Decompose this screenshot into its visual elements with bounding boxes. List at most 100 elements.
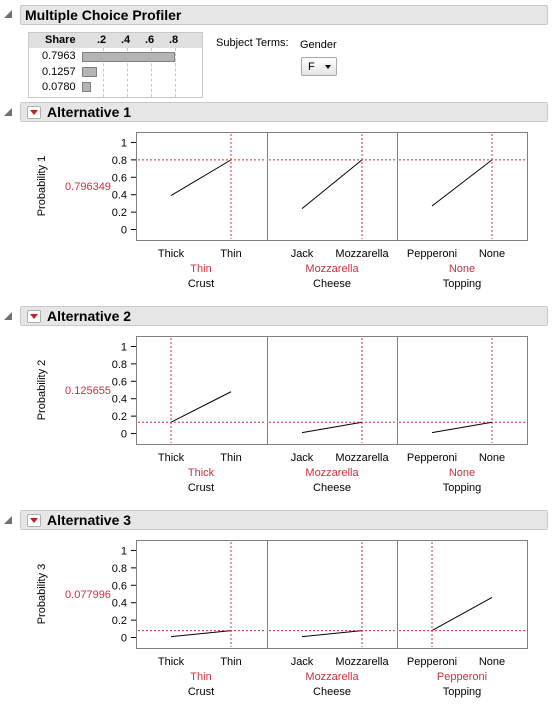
y-axis-label: Probability 3 [36, 564, 48, 625]
red-triangle-menu-icon[interactable] [27, 310, 41, 323]
y-tick-label: 0.6 [112, 172, 127, 184]
factor-label: Cheese [313, 482, 351, 494]
share-tick: .6 [145, 34, 155, 46]
selected-level-label: Thick [188, 467, 215, 479]
panel-frame [136, 540, 268, 649]
x-tick-label: Pepperoni [407, 248, 457, 260]
y-tick-label: 0.4 [112, 394, 127, 406]
selected-level-label: None [449, 467, 475, 479]
x-tick-label: Thin [220, 656, 241, 668]
x-tick-label: Jack [291, 452, 314, 464]
alternative-2-title: Alternative 2 [47, 308, 132, 324]
series-line [301, 159, 363, 210]
subject-terms-label: Subject Terms: [216, 37, 289, 49]
selected-level-label: Mozzarella [305, 467, 359, 479]
selected-level-label: Mozzarella [305, 671, 359, 683]
share-tick: .2 [97, 34, 107, 46]
panel-frame [397, 336, 528, 445]
panel-frame [397, 132, 528, 241]
current-value-label: 0.125655 [65, 385, 111, 397]
current-value-label: 0.796349 [65, 181, 111, 193]
gender-dropdown[interactable]: F [301, 57, 337, 76]
series-line [170, 630, 232, 638]
share-header: Share [45, 34, 76, 46]
selected-level-label: Thin [190, 671, 211, 683]
x-tick-label: Thin [220, 248, 241, 260]
y-tick-label: 0.6 [112, 376, 127, 388]
factor-label: Cheese [313, 686, 351, 698]
share-bar [82, 52, 175, 62]
share-gridline [103, 48, 104, 97]
y-tick-label: 0.8 [112, 563, 127, 575]
collapse-triangle-icon[interactable] [4, 516, 12, 524]
collapse-triangle-icon[interactable] [4, 108, 12, 116]
x-tick-label: Thick [158, 656, 185, 668]
x-tick-label: Mozzarella [335, 452, 389, 464]
collapse-triangle-icon[interactable] [4, 312, 12, 320]
series-line [431, 159, 493, 207]
alternative-3-title: Alternative 3 [47, 512, 132, 528]
y-tick-label: 0.8 [112, 155, 127, 167]
alternative-2-header: Alternative 2 [20, 306, 548, 326]
x-tick-label: Jack [291, 248, 314, 260]
panel-frame [267, 132, 398, 241]
panel-frame [267, 540, 398, 649]
chevron-down-icon [325, 65, 331, 69]
y-tick-label: 0.2 [112, 615, 127, 627]
share-tick: .8 [169, 34, 179, 46]
factor-label: Crust [188, 278, 214, 290]
x-tick-label: None [479, 248, 505, 260]
y-tick-label: 1 [121, 137, 127, 149]
factor-label: Topping [443, 278, 482, 290]
series-line [301, 630, 363, 638]
y-tick-label: 0.8 [112, 359, 127, 371]
panel-frame [397, 540, 528, 649]
share-gridline [175, 48, 176, 97]
red-triangle-menu-icon[interactable] [27, 106, 41, 119]
y-tick-label: 0 [121, 225, 127, 237]
series-line [301, 421, 363, 434]
share-gridline [151, 48, 152, 97]
x-tick-label: Mozzarella [335, 248, 389, 260]
alternative-1-header: Alternative 1 [20, 102, 548, 122]
selected-level-label: Mozzarella [305, 263, 359, 275]
share-table: Share .2 .4 .6 .8 0.7963 0.1257 0.0780 [28, 32, 203, 98]
gender-selected-value: F [308, 61, 315, 73]
series-line [431, 597, 493, 632]
series-line [170, 159, 232, 197]
x-tick-label: Mozzarella [335, 656, 389, 668]
y-tick-label: 0 [121, 429, 127, 441]
y-tick-label: 0 [121, 633, 127, 645]
y-tick-label: 0.2 [112, 207, 127, 219]
share-gridline [127, 48, 128, 97]
share-row-label: 0.1257 [42, 66, 76, 78]
y-axis-label: Probability 1 [36, 156, 48, 217]
x-tick-label: None [479, 452, 505, 464]
x-tick-label: Jack [291, 656, 314, 668]
share-bar [82, 82, 92, 92]
gender-label: Gender [300, 39, 337, 51]
share-row-label: 0.0780 [42, 81, 76, 93]
red-triangle-menu-icon[interactable] [27, 514, 41, 527]
x-tick-label: None [479, 656, 505, 668]
y-tick-label: 0.2 [112, 411, 127, 423]
factor-label: Crust [188, 482, 214, 494]
x-tick-label: Thick [158, 452, 185, 464]
y-axis-label: Probability 2 [36, 360, 48, 421]
current-value-label: 0.077996 [65, 589, 111, 601]
share-row-label: 0.7963 [42, 50, 76, 62]
x-tick-label: Pepperoni [407, 656, 457, 668]
alternative-3-header: Alternative 3 [20, 510, 548, 530]
alternative-1-chart: 0 0.2 0.4 0.6 0.8 1 Probability 1 0.796349 Thick… [36, 132, 528, 290]
collapse-triangle-icon[interactable] [4, 10, 12, 18]
y-tick-label: 0.4 [112, 598, 127, 610]
share-tick: .4 [121, 34, 131, 46]
panel-frame [136, 336, 268, 445]
y-tick-label: 0.4 [112, 190, 127, 202]
alternative-1-title: Alternative 1 [47, 104, 132, 120]
profiler-header: Multiple Choice Profiler [20, 5, 548, 25]
factor-label: Topping [443, 482, 482, 494]
selected-level-label: Pepperoni [437, 671, 487, 683]
selected-level-label: None [449, 263, 475, 275]
factor-label: Crust [188, 686, 214, 698]
